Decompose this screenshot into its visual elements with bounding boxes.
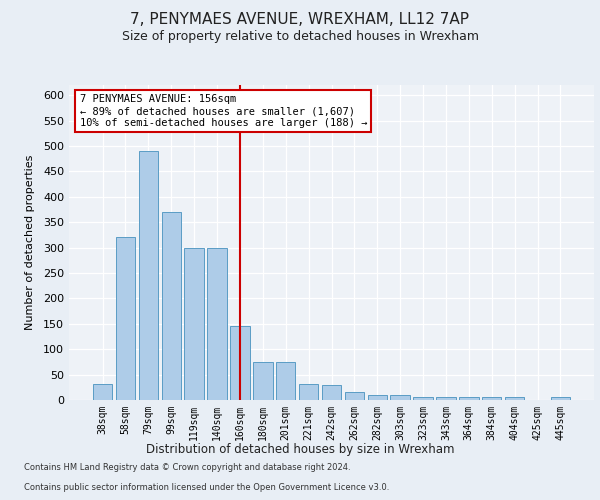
Text: Contains HM Land Registry data © Crown copyright and database right 2024.: Contains HM Land Registry data © Crown c…: [24, 464, 350, 472]
Bar: [230, 326, 250, 400]
Bar: [276, 362, 295, 400]
Text: 7 PENYMAES AVENUE: 156sqm
← 89% of detached houses are smaller (1,607)
10% of se: 7 PENYMAES AVENUE: 156sqm ← 89% of detac…: [79, 94, 367, 128]
Text: 7, PENYMAES AVENUE, WREXHAM, LL12 7AP: 7, PENYMAES AVENUE, WREXHAM, LL12 7AP: [131, 12, 470, 28]
Bar: [505, 398, 524, 400]
Bar: [299, 384, 319, 400]
Bar: [551, 398, 570, 400]
Bar: [482, 398, 502, 400]
Bar: [184, 248, 204, 400]
Text: Size of property relative to detached houses in Wrexham: Size of property relative to detached ho…: [121, 30, 479, 43]
Bar: [436, 398, 455, 400]
Bar: [322, 385, 341, 400]
Bar: [139, 151, 158, 400]
Bar: [391, 395, 410, 400]
Bar: [161, 212, 181, 400]
Bar: [459, 398, 479, 400]
Bar: [208, 248, 227, 400]
Bar: [368, 395, 387, 400]
Bar: [116, 238, 135, 400]
Bar: [253, 362, 272, 400]
Bar: [344, 392, 364, 400]
Y-axis label: Number of detached properties: Number of detached properties: [25, 155, 35, 330]
Bar: [93, 384, 112, 400]
Text: Contains public sector information licensed under the Open Government Licence v3: Contains public sector information licen…: [24, 484, 389, 492]
Text: Distribution of detached houses by size in Wrexham: Distribution of detached houses by size …: [146, 442, 454, 456]
Bar: [413, 398, 433, 400]
